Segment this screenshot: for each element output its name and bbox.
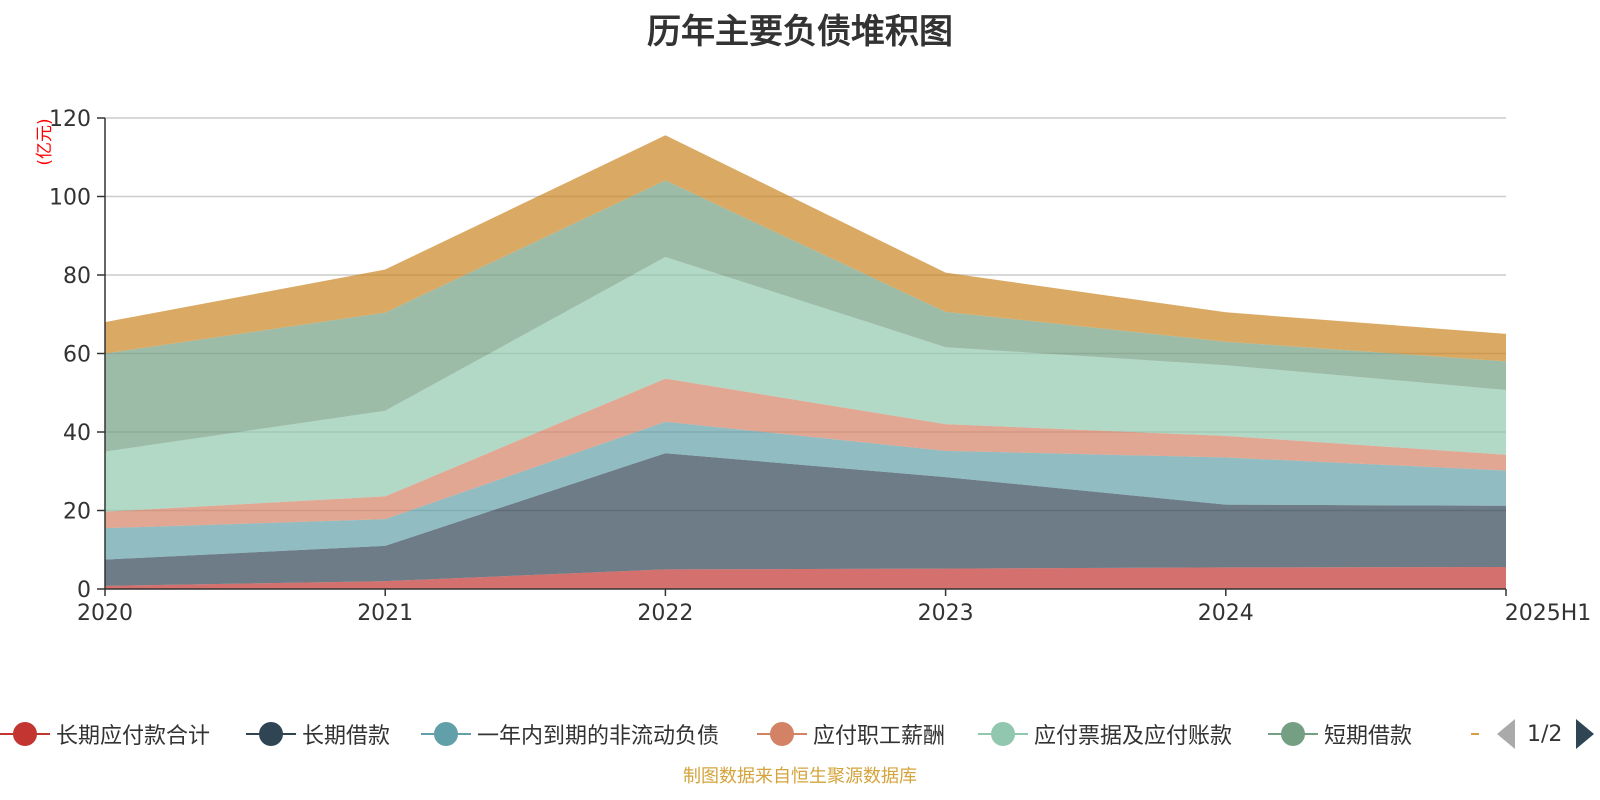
legend-next-page-icon[interactable]: [1576, 719, 1595, 749]
legend-prev-page-icon[interactable]: [1497, 719, 1515, 749]
legend-label: 短期借款: [1324, 724, 1413, 749]
legend-item[interactable]: 长期应付款合计: [0, 714, 210, 754]
y-axis-unit-label: (亿元): [35, 118, 55, 165]
legend-marker-icon: [246, 714, 296, 754]
legend-label: 应付票据及应付账款: [1034, 724, 1233, 749]
area-series-7[interactable]: [105, 135, 1506, 362]
y-tick-label: 0: [77, 578, 91, 603]
legend-partial-marker: [1471, 733, 1479, 735]
area-series-6[interactable]: [105, 180, 1506, 452]
x-tick-label: 2023: [918, 601, 974, 626]
legend-item[interactable]: 长期借款: [246, 714, 390, 754]
area-series: [105, 135, 1506, 589]
legend-label: 长期借款: [302, 724, 391, 749]
x-tick-label: 2024: [1198, 601, 1254, 626]
stacked-area-chart: 0 20 40 60 80 100 120 2020 2021 2022 2023 2024 2025H…: [35, 107, 1591, 626]
legend-label: 一年内到期的非流动负债: [477, 724, 720, 749]
legend-label: 应付职工薪酬: [813, 724, 946, 749]
legend-page-indicator: 1/2: [1527, 721, 1563, 747]
legend-marker-icon: [757, 714, 807, 754]
axes: 0 20 40 60 80 100 120 2020 2021 2022 2023 2024 2025H…: [49, 107, 1591, 626]
legend-marker-icon: [978, 714, 1028, 754]
legend-marker-icon: [1268, 714, 1318, 754]
area-series-1[interactable]: [105, 567, 1506, 589]
x-tick-label: 2020: [77, 601, 133, 626]
chart-title: 历年主要负债堆积图: [647, 12, 953, 52]
legend-marker-icon: [0, 714, 50, 754]
x-tick-label: 2022: [637, 601, 693, 626]
legend-pager: 1/2: [1497, 714, 1595, 754]
legend: 长期应付款合计 长期借款 一年内到期的非流动负债 应付职工薪酬 应付票据及应付账款 短期借…: [0, 714, 1600, 754]
area-series-3[interactable]: [105, 421, 1506, 560]
area-series-2[interactable]: [105, 453, 1506, 586]
x-tick-label: 2025H1: [1505, 601, 1592, 626]
legend-label: 长期应付款合计: [56, 724, 211, 749]
y-tick-label: 120: [49, 107, 91, 132]
y-tick-label: 100: [49, 186, 91, 211]
area-series-4[interactable]: [105, 378, 1506, 529]
legend-item[interactable]: 短期借款: [1268, 714, 1412, 754]
y-tick-label: 40: [63, 421, 91, 446]
y-tick-label: 60: [63, 343, 91, 368]
legend-marker-icon: [421, 714, 471, 754]
area-series-5[interactable]: [105, 256, 1506, 512]
legend-item[interactable]: 一年内到期的非流动负债: [421, 714, 719, 754]
legend-item[interactable]: 应付票据及应付账款: [978, 714, 1232, 754]
y-tick-label: 80: [63, 264, 91, 289]
y-tick-label: 20: [63, 500, 91, 525]
x-tick-label: 2021: [357, 601, 413, 626]
source-note: 制图数据来自恒生聚源数据库: [683, 766, 917, 787]
legend-item[interactable]: 应付职工薪酬: [757, 714, 945, 754]
